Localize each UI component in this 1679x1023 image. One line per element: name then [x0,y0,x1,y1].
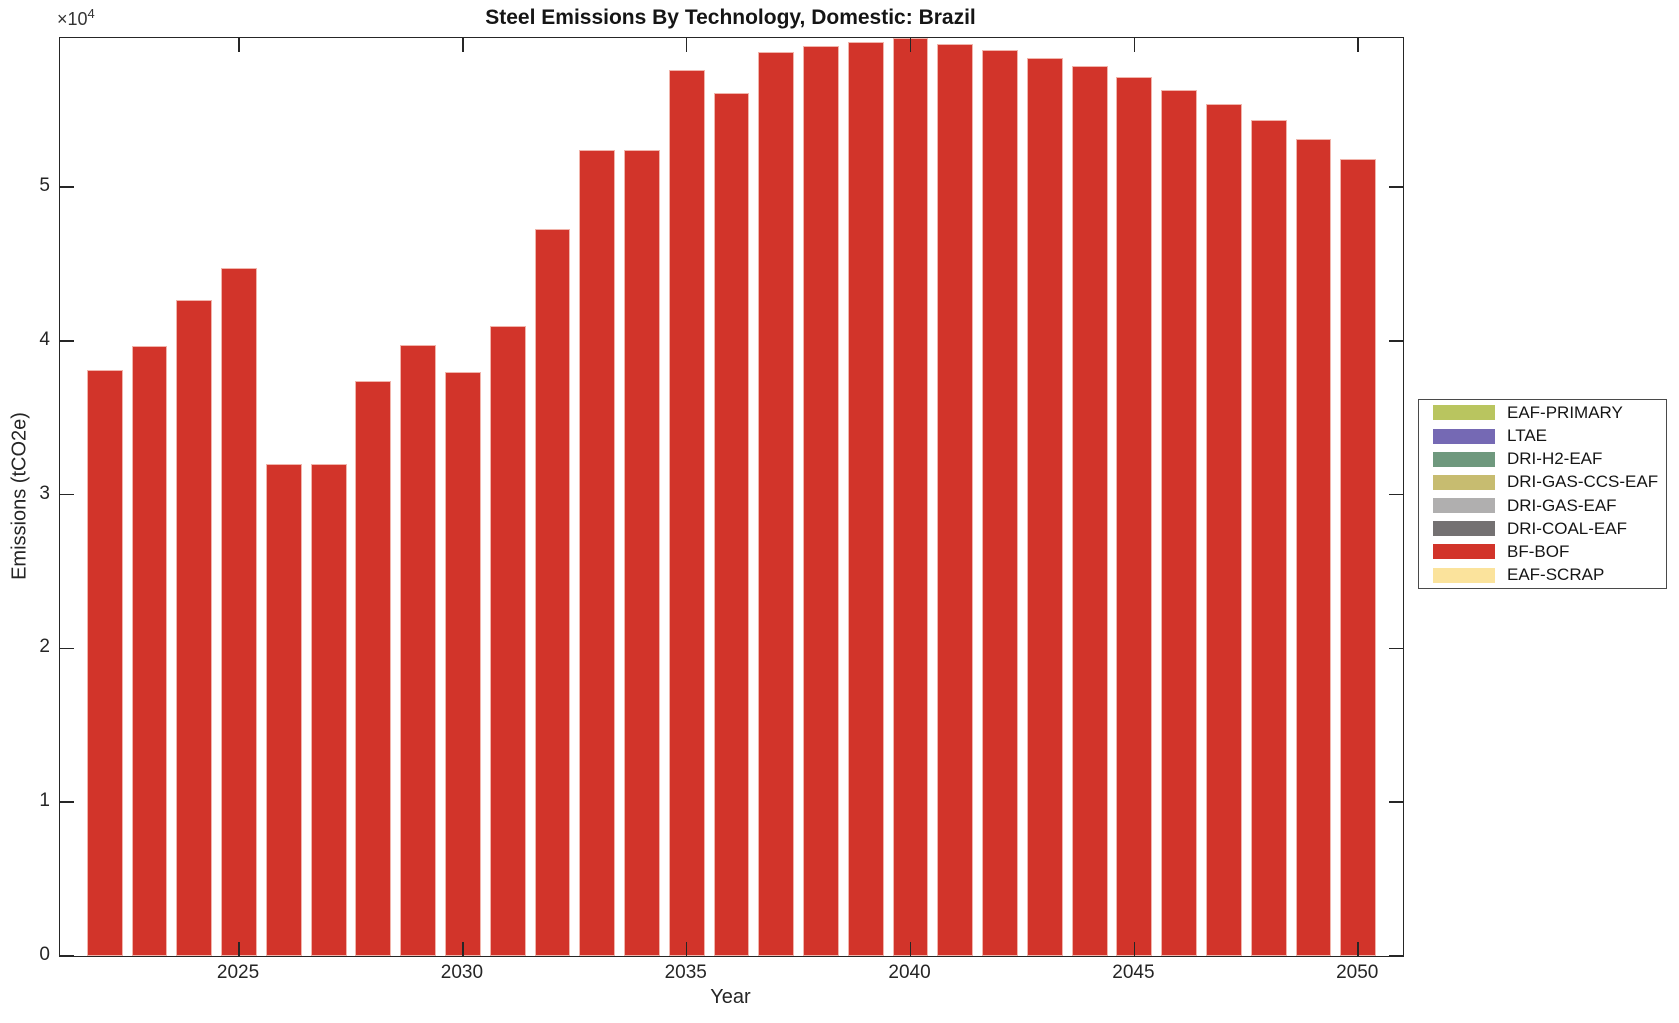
legend-label: LTAE [1507,426,1547,446]
y-tick-label: 2 [39,636,50,658]
plot-area [59,37,1404,957]
legend-swatch-icon [1433,474,1495,490]
legend-label: DRI-GAS-CCS-EAF [1507,472,1659,492]
legend-row-dri-gas-ccs-eaf: DRI-GAS-CCS-EAF [1419,471,1666,494]
x-tick-mark [462,38,464,52]
x-tick-mark [1357,942,1359,956]
y-tick-mark [1389,340,1403,342]
y-axis-multiplier-exponent: 4 [87,6,95,21]
chart-title: Steel Emissions By Technology, Domestic:… [485,6,976,29]
bar-2022 [86,370,123,956]
legend-row-ltae: LTAE [1419,424,1666,447]
bar-2028 [355,380,392,956]
y-tick-label: 1 [39,790,50,812]
bar-2033 [579,150,616,956]
x-tick-mark [238,942,240,956]
legend-swatch-icon [1433,451,1495,467]
bar-2049 [1295,138,1332,956]
y-tick-mark [60,955,74,957]
legend-swatch-icon [1433,544,1495,560]
y-tick-mark [60,186,74,188]
x-tick-mark [462,942,464,956]
x-tick-label: 2040 [888,962,931,983]
bar-2037 [758,51,795,956]
legend-swatch-icon [1433,521,1495,537]
legend-label: EAF-SCRAP [1507,565,1605,585]
bar-2025 [221,267,257,956]
x-tick-mark [1133,38,1136,52]
y-axis-multiplier-base: ×10 [57,9,88,29]
legend-row-dri-coal-eaf: DRI-COAL-EAF [1419,517,1666,540]
bar-2050 [1340,158,1377,956]
bar-2047 [1206,104,1242,956]
x-tick-mark [1133,942,1136,956]
x-tick-label: 2030 [440,962,484,983]
x-tick-mark [909,942,912,956]
bar-2031 [489,325,526,956]
bar-2044 [1071,66,1108,956]
bar-2046 [1161,89,1198,956]
legend-swatch-icon [1433,428,1495,444]
bar-2040 [892,38,929,956]
bar-2032 [534,229,571,956]
legend-swatch-icon [1433,498,1495,514]
bar-2043 [1026,58,1063,956]
legend-row-eaf-primary: EAF-PRIMARY [1419,401,1666,424]
legend-label: EAF-PRIMARY [1507,402,1623,422]
legend-swatch-icon [1433,567,1495,583]
y-tick-mark [1389,955,1403,957]
bar-2042 [982,49,1018,956]
legend-row-dri-h2-eaf: DRI-H2-EAF [1419,448,1666,471]
bar-2041 [937,44,974,956]
bar-2038 [803,45,839,956]
x-tick-mark [238,38,240,52]
x-tick-mark [685,38,688,52]
y-axis-multiplier: ×104 [57,6,95,30]
bar-2029 [400,344,437,956]
legend-label: DRI-GAS-EAF [1507,495,1617,515]
legend-label: DRI-H2-EAF [1507,449,1603,469]
x-tick-mark [685,942,688,956]
legend-swatch-icon [1433,405,1495,421]
y-tick-mark [60,340,74,342]
bar-2039 [847,41,884,956]
legend-label: DRI-COAL-EAF [1507,518,1627,538]
x-tick-label: 2025 [216,962,260,983]
bar-2024 [176,300,213,956]
x-axis-label: Year [710,986,751,1008]
y-tick-mark [1389,801,1403,803]
y-tick-mark [60,493,74,496]
y-tick-label: 3 [39,482,50,504]
bar-2045 [1116,77,1153,956]
legend-row-eaf-scrap: EAF-SCRAP [1419,564,1666,587]
bar-2030 [444,372,481,956]
legend-label: BF-BOF [1507,541,1570,561]
y-tick-label: 0 [39,944,50,965]
y-tick-mark [60,801,74,803]
bar-2035 [668,70,705,956]
bar-2023 [131,346,168,956]
x-tick-label: 2045 [1112,962,1155,983]
x-tick-label: 2035 [664,962,707,983]
bar-2034 [624,150,660,956]
y-tick-mark [1389,493,1403,496]
x-tick-label: 2050 [1336,962,1379,983]
x-tick-mark [1357,38,1359,52]
bar-2036 [713,93,750,956]
y-tick-label: 4 [39,328,50,350]
bar-2026 [265,463,302,956]
bar-2027 [310,463,347,956]
y-tick-mark [1389,186,1403,188]
legend-row-bf-bof: BF-BOF [1419,540,1666,563]
legend: EAF-PRIMARY LTAE DRI-H2-EAF DRI-GAS-CCS-EAF… [1418,399,1667,589]
y-tick-label: 5 [39,175,50,197]
y-axis-label: Emissions (tCO2e) [8,412,31,580]
bar-2048 [1250,120,1287,956]
y-tick-mark [1389,647,1403,650]
y-tick-mark [60,647,74,650]
x-tick-mark [909,38,912,52]
legend-row-dri-gas-eaf: DRI-GAS-EAF [1419,494,1666,517]
